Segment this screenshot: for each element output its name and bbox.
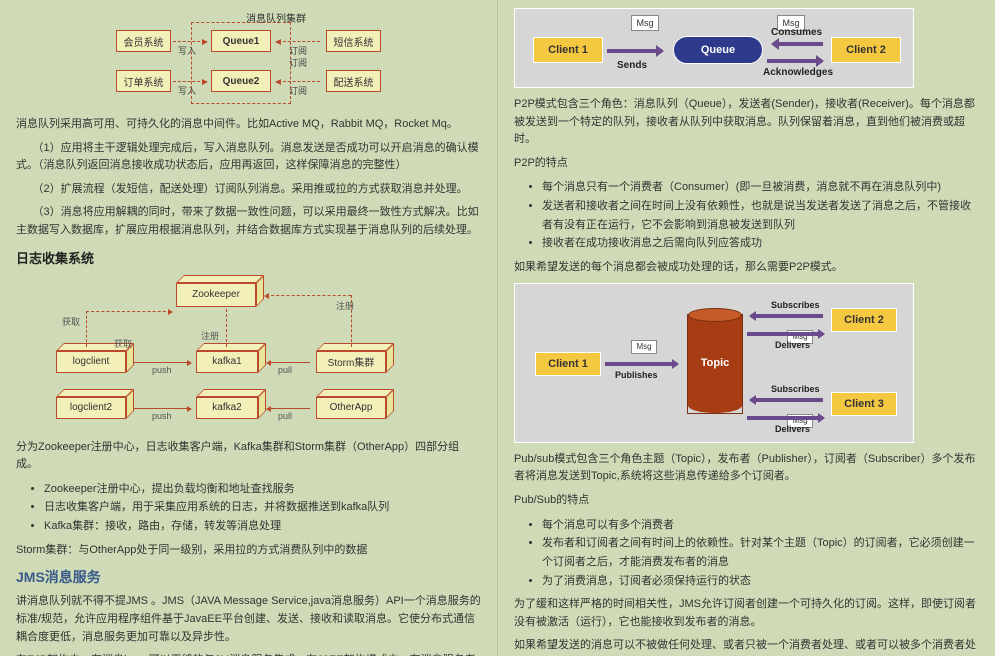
d2-lbl-pull2: pull	[278, 411, 292, 421]
heading-jms: JMS消息服务	[16, 567, 481, 587]
d3-client2: Client 2	[831, 37, 901, 63]
d4-lbl-sub1: Subscribes	[771, 300, 820, 310]
right-b3: 接收者在成功接收消息之后需向队列应答成功	[542, 234, 979, 253]
d1-label-write2: 写入	[178, 84, 196, 97]
right-b2: 发送者和接收者之间在时间上没有依赖性，也就是说当发送者发送了消息之后，不管接收者…	[542, 197, 979, 234]
d4-lbl-del1: Delivers	[775, 340, 810, 350]
d4-arrow-sub1	[751, 314, 823, 318]
diagram-mq-cluster: 消息队列集群 会员系统 订单系统 Queue1 Queue2 短信系统 配送系统…	[16, 8, 481, 108]
right-column: Client 1 Queue Client 2 Msg Msg Sends Co…	[498, 0, 995, 656]
right-b6: 为了消费消息，订阅者必须保持运行的状态	[542, 572, 979, 591]
d3-client1: Client 1	[533, 37, 603, 63]
right-p4: 为了缓和这样严格的时间相关性，JMS允许订阅者创建一个可持久化的订阅。这样，即使…	[514, 596, 979, 631]
d3-msg1: Msg	[631, 15, 659, 31]
d4-client3: Client 3	[831, 392, 897, 416]
left-p2: （1）应用将主干逻辑处理完成后，写入消息队列。消息发送是否成功可以开启消息的确认…	[16, 140, 481, 175]
d2-lbl-push2: push	[152, 411, 172, 421]
d2-otherapp: OtherApp	[316, 397, 386, 419]
d3-lbl-ack: Acknowledges	[763, 67, 833, 78]
d1-queue2-box: Queue2	[211, 70, 271, 92]
d4-lbl-sub2: Subscribes	[771, 384, 820, 394]
d4-arrow-del2	[747, 416, 823, 420]
left-p6: Storm集群：与OtherApp处于同一级别，采用拉的方式消费队列中的数据	[16, 542, 481, 560]
diagram-p2p: Client 1 Queue Client 2 Msg Msg Sends Co…	[514, 8, 979, 88]
right-bullets-p2p: 每个消息只有一个消费者（Consumer）(即一旦被消费，消息就不再在消息队列中…	[542, 178, 979, 253]
d2-lbl-reg1: 注册	[201, 329, 219, 342]
d1-member-box: 会员系统	[116, 30, 171, 52]
d1-label-sub2: 订阅	[289, 84, 307, 97]
d2-arr-push1	[134, 362, 190, 363]
d2-lbl-push1: push	[152, 365, 172, 375]
d3-lbl-sends: Sends	[617, 60, 647, 71]
d4-arrow-pub	[605, 362, 677, 366]
d3-lbl-consumes: Consumes	[771, 27, 822, 38]
d1-arrow-1	[173, 41, 205, 42]
d3-arrow-ack	[767, 59, 822, 63]
d2-kafka1: kafka1	[196, 351, 258, 373]
d2-lbl-get2: 获取	[114, 337, 132, 350]
left-p5: 分为Zookeeper注册中心，日志收集客户端，Kafka集群和Storm集群（…	[16, 439, 481, 474]
d2-arr-get1	[86, 311, 171, 312]
d2-lbl-get1: 获取	[62, 315, 80, 328]
d4-client1: Client 1	[535, 352, 601, 376]
d1-sms-box: 短信系统	[326, 30, 381, 52]
d2-logclient2: logclient2	[56, 397, 126, 419]
d1-arrow-2	[173, 81, 205, 82]
d1-arrow-4	[278, 81, 320, 82]
d2-arr-pull1	[268, 362, 310, 363]
left-bullets-1: Zookeeper注册中心，提出负载均衡和地址查找服务 日志收集客户端，用于采集…	[44, 480, 481, 536]
d1-arrow-3	[278, 41, 320, 42]
d2-arr-push2	[134, 408, 190, 409]
left-p1: 消息队列采用高可用、可持久化的消息中间件。比如Active MQ，Rabbit …	[16, 116, 481, 134]
d2-arr-pull2	[268, 408, 310, 409]
d1-delivery-box: 配送系统	[326, 70, 381, 92]
d2-zookeeper: Zookeeper	[176, 283, 256, 307]
d4-lbl-del2: Delivers	[775, 424, 810, 434]
d1-label-sub3: 订阅	[289, 56, 307, 69]
right-p1: P2P模式包含三个角色：消息队列（Queue），发送者(Sender)，接收者(…	[514, 96, 979, 149]
d2-storm: Storm集群	[316, 351, 386, 373]
heading-pubsub: Pub/Sub的特点	[514, 492, 979, 510]
right-p2: 如果希望发送的每个消息都会被成功处理的话，那么需要P2P模式。	[514, 259, 979, 277]
d3-queue: Queue	[673, 36, 763, 64]
left-p4: （3）消息将应用解耦的同时，带来了数据一致性问题，可以采用最终一致性方式解决。比…	[16, 204, 481, 239]
right-p3: Pub/sub模式包含三个角色主题（Topic），发布者（Publisher），…	[514, 451, 979, 486]
d4-topic: Topic	[687, 314, 743, 414]
d4-msg1: Msg	[631, 340, 657, 354]
right-p5: 如果希望发送的消息可以不被做任何处理、或者只被一个消费者处理、或者可以被多个消费…	[514, 637, 979, 656]
right-b1: 每个消息只有一个消费者（Consumer）(即一旦被消费，消息就不再在消息队列中…	[542, 178, 979, 197]
d2-lbl-reg2: 注册	[336, 299, 354, 312]
d2-logclient1: logclient	[56, 351, 126, 373]
d2-lbl-pull1: pull	[278, 365, 292, 375]
heading-log: 日志收集系统	[16, 248, 481, 267]
right-b5: 发布者和订阅者之间有时间上的依赖性。针对某个主题（Topic）的订阅者，它必须创…	[542, 534, 979, 571]
d3-arrow-consumes	[773, 42, 823, 46]
heading-p2p: P2P的特点	[514, 155, 979, 173]
left-b1: Zookeeper注册中心，提出负载均衡和地址查找服务	[44, 480, 481, 499]
left-p7: 讲消息队列就不得不提JMS 。JMS（JAVA Message Service,…	[16, 593, 481, 646]
d3-arrow-sends	[607, 49, 662, 53]
d4-lbl-pub: Publishes	[615, 370, 658, 380]
left-p8: 在EJB架构中，有消息bean可以无缝的与JM消息服务集成。在J2EE架构模式中…	[16, 652, 481, 656]
d2-vline2	[226, 309, 227, 347]
d2-arr-reg2	[266, 295, 351, 296]
d4-client2: Client 2	[831, 308, 897, 332]
left-b2: 日志收集客户端，用于采集应用系统的日志，并将数据推送到kafka队列	[44, 498, 481, 517]
left-b3: Kafka集群：接收，路由，存储，转发等消息处理	[44, 517, 481, 536]
left-column: 消息队列集群 会员系统 订单系统 Queue1 Queue2 短信系统 配送系统…	[0, 0, 498, 656]
d2-kafka2: kafka2	[196, 397, 258, 419]
d1-queue1-box: Queue1	[211, 30, 271, 52]
d1-order-box: 订单系统	[116, 70, 171, 92]
d4-arrow-del1	[747, 332, 823, 336]
page-root: 消息队列集群 会员系统 订单系统 Queue1 Queue2 短信系统 配送系统…	[0, 0, 995, 656]
right-b4: 每个消息可以有多个消费者	[542, 516, 979, 535]
left-p3: （2）扩展流程（发短信，配送处理）订阅队列消息。采用推或拉的方式获取消息并处理。	[16, 181, 481, 199]
right-bullets-ps: 每个消息可以有多个消费者 发布者和订阅者之间有时间上的依赖性。针对某个主题（To…	[542, 516, 979, 591]
d1-label-write1: 写入	[178, 44, 196, 57]
diagram-log-system: Zookeeper logclient logclient2 kafka1 ka…	[16, 271, 481, 431]
d4-arrow-sub2	[751, 398, 823, 402]
diagram-pubsub: Client 1 Topic Client 2 Client 3 Msg Msg…	[514, 283, 979, 443]
d2-vline1	[86, 311, 87, 347]
